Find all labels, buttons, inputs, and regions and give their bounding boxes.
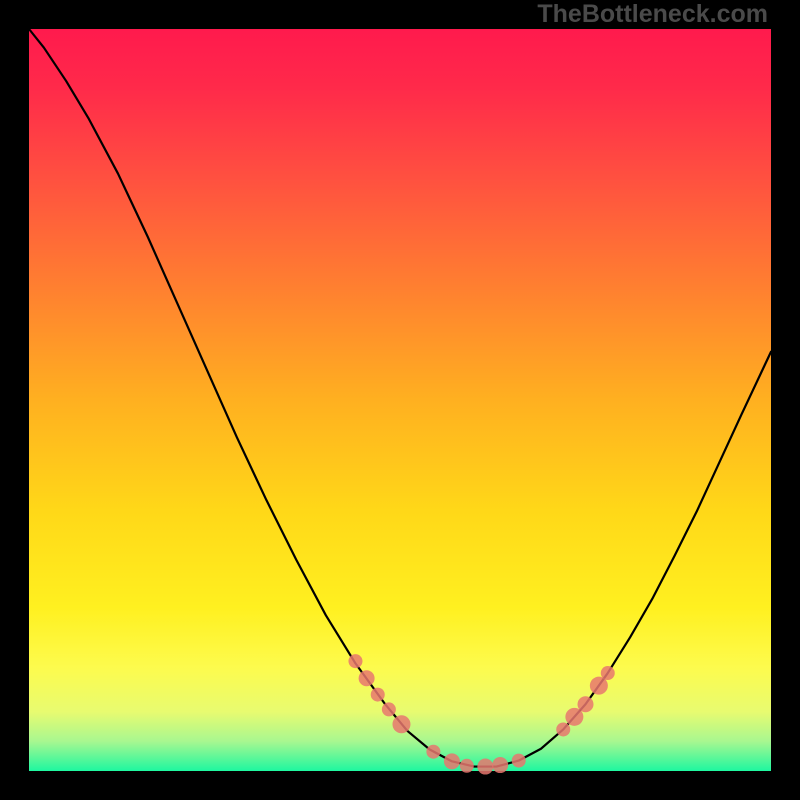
data-marker <box>382 702 396 716</box>
bottleneck-curve <box>29 29 771 767</box>
chart-frame: TheBottleneck.com <box>0 0 800 800</box>
data-marker <box>359 670 375 686</box>
data-marker <box>556 722 570 736</box>
data-marker <box>601 666 615 680</box>
data-marker <box>348 654 362 668</box>
data-marker <box>512 754 526 768</box>
data-marker <box>492 757 508 773</box>
chart-svg <box>0 0 800 800</box>
data-marker <box>392 715 410 733</box>
data-marker <box>426 745 440 759</box>
watermark-label: TheBottleneck.com <box>537 0 768 29</box>
data-marker <box>371 688 385 702</box>
data-marker <box>477 759 493 775</box>
data-marker <box>444 753 460 769</box>
data-marker <box>460 759 474 773</box>
data-marker <box>578 696 594 712</box>
